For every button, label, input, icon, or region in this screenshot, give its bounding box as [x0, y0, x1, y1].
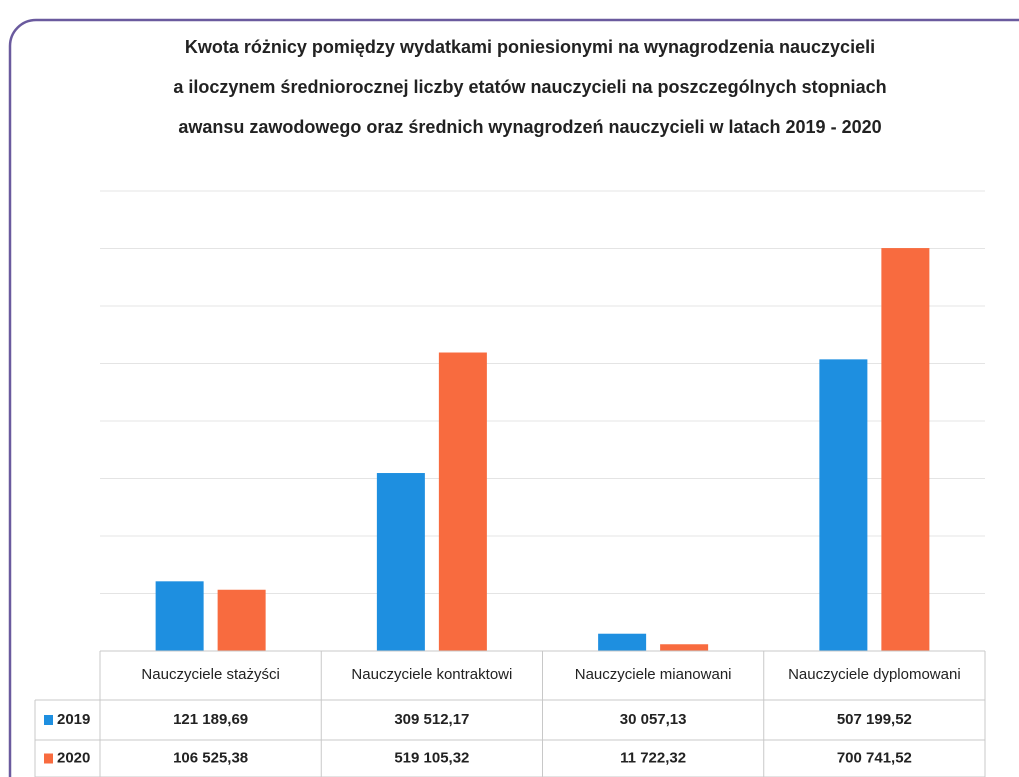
value-label: 700 741,52	[837, 749, 912, 766]
value-label: 106 525,38	[173, 749, 248, 766]
chart-title: Kwota różnicy pomiędzy wydatkami poniesi…	[185, 37, 875, 57]
bar	[438, 352, 487, 651]
value-label: 309 512,17	[394, 711, 469, 728]
value-label: 519 105,32	[394, 749, 469, 766]
bar	[598, 633, 647, 651]
x-tick-label: Nauczyciele stażyści	[141, 666, 279, 683]
legend-swatch	[44, 753, 53, 764]
value-label: 11 722,32	[620, 749, 686, 766]
chart-title: a iloczynem średniorocznej liczby etatów…	[173, 77, 886, 97]
value-label: 507 199,52	[837, 711, 912, 728]
legend-label: 2020	[57, 749, 90, 766]
bar	[881, 248, 930, 652]
value-label: 121 189,69	[173, 711, 248, 728]
bar	[819, 359, 868, 651]
x-tick-label: Nauczyciele kontraktowi	[351, 666, 512, 683]
chart-title: awansu zawodowego oraz średnich wynagrod…	[178, 117, 881, 137]
x-tick-label: Nauczyciele dyplomowani	[788, 666, 961, 683]
legend-label: 2019	[57, 711, 90, 728]
x-tick-label: Nauczyciele mianowani	[575, 666, 732, 683]
bar	[155, 581, 204, 651]
value-label: 30 057,13	[620, 711, 687, 728]
legend-swatch	[44, 715, 53, 725]
bar	[376, 473, 425, 651]
bar	[660, 644, 709, 651]
bar	[217, 589, 266, 651]
frame	[8, 18, 1019, 777]
